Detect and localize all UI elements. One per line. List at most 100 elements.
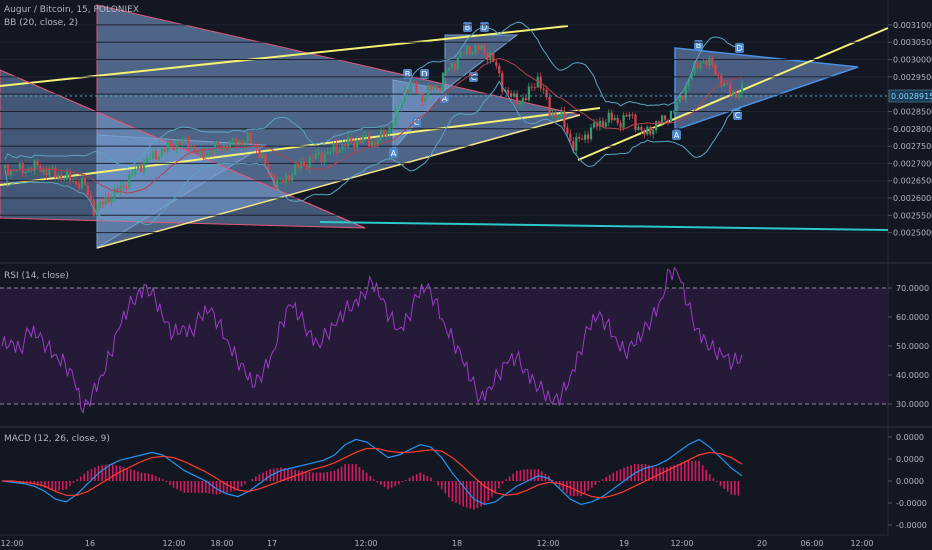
last-price-box: [888, 89, 932, 103]
marker-b-3: B: [694, 40, 703, 50]
price-tick-label: 0.00295000: [893, 73, 932, 82]
triangle-pattern-right[interactable]: [674, 47, 859, 132]
teal-support-line[interactable]: [319, 221, 889, 231]
candle-body: [196, 151, 199, 154]
candle-body: [57, 174, 60, 178]
marker-b-2: B: [463, 22, 472, 32]
time-tick-label: 16: [85, 539, 95, 548]
candle-body: [732, 91, 735, 95]
candle-body: [77, 183, 81, 189]
candle-body: [131, 174, 134, 176]
candle-body: [208, 151, 211, 156]
candle-body: [681, 95, 684, 100]
macd-series[interactable]: [1, 438, 743, 510]
candle-body: [486, 52, 489, 61]
yellow-support-line[interactable]: [96, 114, 581, 249]
svg-text:A: A: [442, 94, 448, 103]
candle-body: [427, 85, 430, 97]
candle-body: [507, 89, 510, 94]
svg-text:D: D: [736, 44, 742, 53]
candle-body: [385, 133, 388, 138]
candle-body: [545, 89, 548, 98]
candle-body: [18, 163, 21, 170]
rsi-band: [0, 288, 888, 404]
time-tick-label: 12:00: [354, 539, 377, 548]
svg-text:D: D: [421, 70, 427, 79]
candle-body: [619, 123, 622, 128]
time-tick-label: 12:00: [670, 539, 693, 548]
price-tick-label: 0.00275000: [893, 142, 932, 151]
candle-body: [125, 186, 128, 189]
candle-body: [726, 83, 729, 85]
yellow-trendline-top[interactable]: [0, 25, 569, 87]
bb-indicator-label: BB (20, close, 2): [4, 18, 78, 28]
candle-body: [441, 72, 445, 91]
candle-body: [338, 149, 341, 153]
candle-body: [107, 196, 110, 203]
candle-body: [622, 115, 625, 128]
rsi-tick-label: 70.0000: [896, 284, 929, 293]
candle-body: [240, 140, 243, 146]
candle-body: [604, 122, 607, 127]
candle-body: [498, 65, 501, 74]
candle-body: [169, 141, 172, 147]
marker-d-1: D: [420, 69, 429, 79]
candle-body: [95, 208, 98, 216]
bb-basis-line: [4, 57, 743, 194]
candle-body: [483, 45, 486, 53]
time-tick-label: 12:00: [850, 539, 873, 548]
candle-body: [163, 149, 166, 152]
candle-body: [89, 195, 92, 201]
candle-body: [317, 152, 320, 155]
candle-body: [68, 171, 72, 182]
candle-body: [705, 60, 708, 66]
candle-body: [341, 143, 344, 150]
candle-body: [137, 164, 140, 170]
candle-body: [601, 120, 604, 127]
candle-body: [616, 117, 619, 124]
candle-body: [329, 151, 332, 153]
candle-body: [409, 81, 412, 93]
marker-b-1: B: [403, 69, 412, 79]
price-tick-label: 0.00270000: [893, 159, 932, 168]
candle-body: [474, 45, 477, 53]
candle-body: [255, 144, 258, 150]
candle-body: [142, 161, 146, 172]
candle-body: [60, 174, 63, 181]
candle-body: [699, 63, 702, 69]
candle-body: [495, 61, 498, 66]
rsi-series[interactable]: [1, 266, 743, 415]
candle-body: [184, 137, 187, 139]
candle-body: [672, 110, 676, 112]
candle-body: [433, 85, 436, 90]
candle-body: [314, 154, 317, 159]
candle-body: [119, 185, 122, 193]
last-price-text: 0.00289150: [891, 92, 932, 101]
candle-body: [696, 62, 699, 69]
time-tick-label: 12:00: [162, 539, 185, 548]
candle-body: [71, 181, 75, 183]
price-axis-ticks: 0.00310000 0.00305000 0.00300000 0.00295000…: [888, 21, 932, 238]
candle-body: [510, 93, 513, 97]
candle-body: [734, 91, 738, 99]
time-tick-label: 17: [267, 539, 277, 548]
candle-body: [344, 143, 347, 147]
symbol-title: Augur / Bitcoin, 15, POLONIEX: [4, 5, 139, 15]
candlestick-series[interactable]: [3, 21, 744, 226]
candle-body: [181, 138, 184, 145]
last-price-badge: 0.00289150: [0, 89, 932, 103]
candle-body: [666, 119, 670, 123]
candle-body: [187, 137, 190, 149]
candle-body: [418, 93, 421, 95]
candle-body: [282, 179, 285, 183]
candle-body: [205, 155, 208, 158]
candle-body: [566, 127, 569, 134]
candle-body: [151, 151, 155, 159]
candle-body: [714, 65, 717, 76]
candle-body: [128, 174, 131, 189]
candle-body: [542, 88, 545, 90]
rsi-axis-ticks: 70.0000 60.0000 50.0000 40.0000 30.0000: [888, 284, 929, 409]
candle-body: [512, 93, 516, 97]
candle-body: [663, 115, 667, 120]
